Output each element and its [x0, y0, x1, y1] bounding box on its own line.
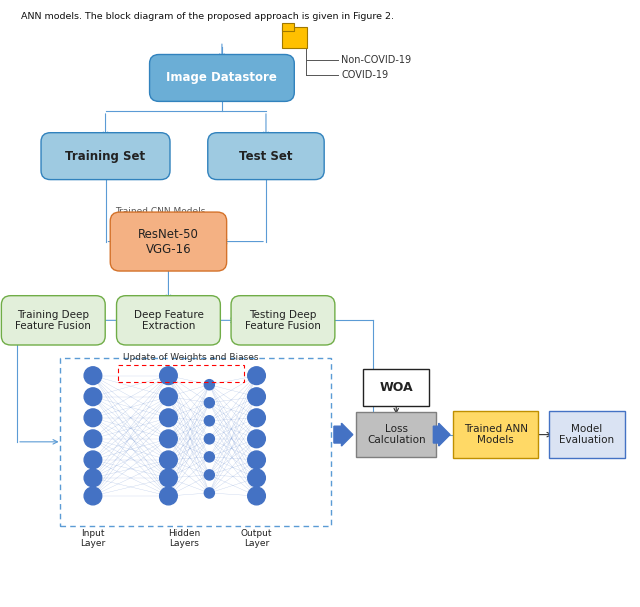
- Text: Input
Layer: Input Layer: [80, 529, 106, 549]
- FancyBboxPatch shape: [208, 133, 324, 180]
- Ellipse shape: [159, 367, 177, 385]
- FancyBboxPatch shape: [282, 22, 294, 31]
- Text: Hidden
Layers: Hidden Layers: [168, 529, 200, 549]
- FancyArrow shape: [334, 423, 353, 446]
- FancyBboxPatch shape: [282, 27, 307, 48]
- Ellipse shape: [84, 388, 102, 405]
- FancyBboxPatch shape: [231, 296, 335, 345]
- Ellipse shape: [248, 469, 266, 487]
- Ellipse shape: [204, 470, 214, 480]
- FancyBboxPatch shape: [549, 411, 625, 458]
- Ellipse shape: [159, 469, 177, 487]
- Ellipse shape: [204, 434, 214, 444]
- Ellipse shape: [248, 487, 266, 505]
- Text: COVID-19: COVID-19: [342, 70, 388, 80]
- Text: Output
Layer: Output Layer: [241, 529, 272, 549]
- Ellipse shape: [84, 487, 102, 505]
- FancyBboxPatch shape: [116, 296, 220, 345]
- Text: Non-COVID-19: Non-COVID-19: [342, 55, 412, 65]
- Ellipse shape: [159, 388, 177, 405]
- Text: Image Datastore: Image Datastore: [166, 72, 277, 84]
- Ellipse shape: [204, 379, 214, 390]
- Text: Trained ANN
Models: Trained ANN Models: [463, 424, 527, 446]
- Ellipse shape: [84, 430, 102, 448]
- Ellipse shape: [204, 398, 214, 408]
- FancyBboxPatch shape: [150, 55, 294, 101]
- Ellipse shape: [204, 416, 214, 426]
- Ellipse shape: [248, 388, 266, 405]
- Ellipse shape: [84, 451, 102, 469]
- Ellipse shape: [84, 409, 102, 427]
- Ellipse shape: [159, 430, 177, 448]
- FancyBboxPatch shape: [356, 412, 436, 457]
- Ellipse shape: [248, 430, 266, 448]
- Ellipse shape: [248, 367, 266, 385]
- Ellipse shape: [84, 469, 102, 487]
- FancyBboxPatch shape: [1, 296, 105, 345]
- Text: ResNet-50
VGG-16: ResNet-50 VGG-16: [138, 228, 199, 256]
- Ellipse shape: [248, 409, 266, 427]
- Ellipse shape: [204, 488, 214, 498]
- FancyBboxPatch shape: [41, 133, 170, 180]
- Text: ANN models. The block diagram of the proposed approach is given in Figure 2.: ANN models. The block diagram of the pro…: [20, 12, 394, 21]
- FancyBboxPatch shape: [453, 411, 538, 458]
- Ellipse shape: [159, 451, 177, 469]
- Text: Testing Deep
Feature Fusion: Testing Deep Feature Fusion: [245, 310, 321, 331]
- Bar: [118, 365, 244, 382]
- Text: Deep Feature
Extraction: Deep Feature Extraction: [134, 310, 204, 331]
- Ellipse shape: [84, 367, 102, 385]
- Text: Update of Weights and Biases: Update of Weights and Biases: [123, 353, 259, 362]
- Text: WOA: WOA: [380, 381, 413, 394]
- Bar: [60, 358, 331, 526]
- FancyArrow shape: [433, 423, 450, 446]
- FancyBboxPatch shape: [363, 369, 429, 406]
- Ellipse shape: [159, 409, 177, 427]
- Text: Loss
Calculation: Loss Calculation: [367, 424, 426, 446]
- Ellipse shape: [248, 451, 266, 469]
- Text: Trained CNN Models: Trained CNN Models: [115, 207, 205, 215]
- FancyBboxPatch shape: [110, 212, 227, 271]
- Text: Training Set: Training Set: [65, 150, 145, 163]
- Text: Test Set: Test Set: [239, 150, 292, 163]
- Ellipse shape: [204, 452, 214, 462]
- Ellipse shape: [159, 487, 177, 505]
- Text: Training Deep
Feature Fusion: Training Deep Feature Fusion: [15, 310, 92, 331]
- Text: Model
Evaluation: Model Evaluation: [559, 424, 614, 446]
